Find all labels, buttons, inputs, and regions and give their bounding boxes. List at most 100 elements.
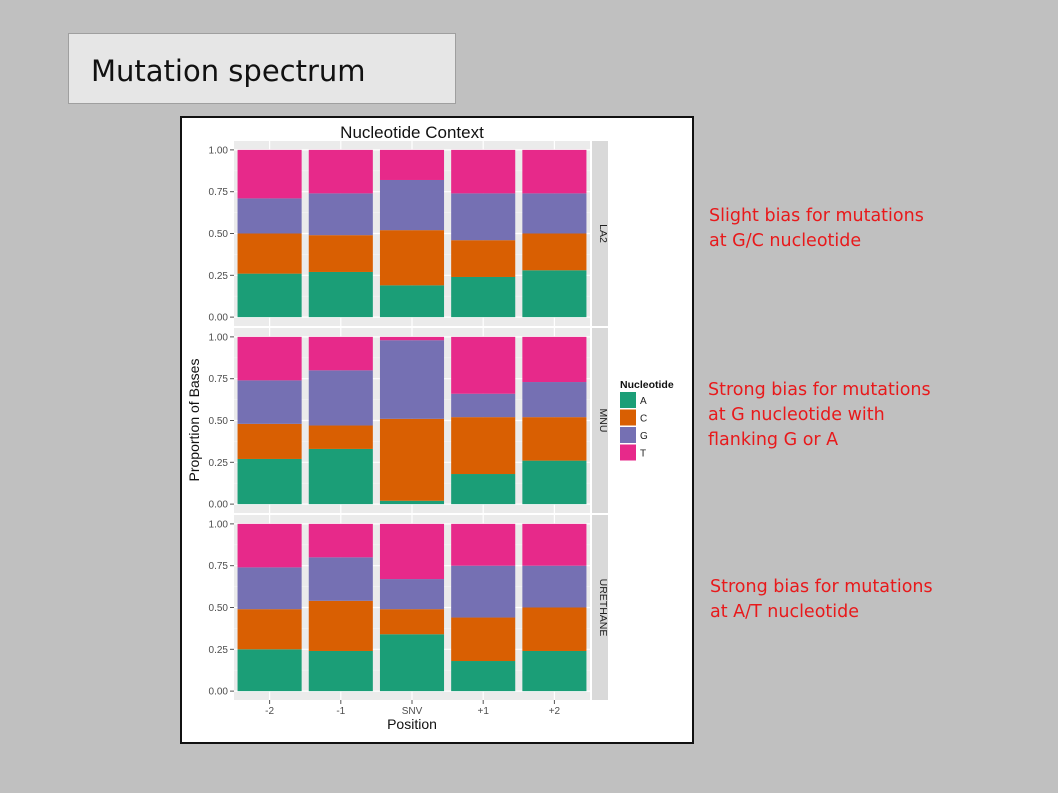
bar-urethane--2-G [237,567,302,610]
bar-la2--1-C [308,235,373,272]
bar-urethane-+1-C [451,617,516,662]
x-tick-label: +2 [549,706,561,717]
facet-strip-la2 [592,141,608,326]
bar-urethane--1-C [308,600,373,651]
bar-mnu--2-C [237,423,302,459]
y-axis-label: Proportion of Bases [186,359,202,482]
y-tick-label: 0.75 [209,374,229,385]
y-tick-label: 1.00 [209,519,229,530]
bar-urethane-+2-G [522,565,587,608]
bar-urethane--1-G [308,557,373,601]
facet-label-urethane: URETHANE [597,579,609,637]
note-urethane: Strong bias for mutations at A/T nucleot… [710,575,933,625]
bar-urethane-+2-A [522,650,587,692]
legend-label-G: G [640,431,648,442]
bar-la2-SNV-G [379,179,445,231]
legend-swatch-A [620,392,636,408]
y-tick-label: 0.00 [209,500,229,511]
facet-strip-mnu [592,328,608,513]
legend-label-C: C [640,414,647,425]
bar-mnu-+1-C [451,417,516,475]
bar-mnu-SNV-A [379,500,445,505]
bar-la2--1-G [308,193,373,236]
y-tick-label: 0.50 [209,229,229,240]
bar-la2-SNV-C [379,230,445,286]
note-urethane-line-2: at A/T nucleotide [710,602,860,622]
bar-urethane-+1-T [451,523,516,566]
y-tick-label: 1.00 [209,332,229,343]
note-mnu-line-3: flanking G or A [708,430,839,450]
y-tick-label: 0.25 [209,645,229,656]
bar-mnu-SNV-C [379,418,445,501]
bar-mnu--2-T [237,336,302,381]
y-tick-label: 0.00 [209,313,229,324]
bar-urethane-SNV-C [379,609,445,635]
note-mnu: Strong bias for mutations at G nucleotid… [708,378,931,453]
bar-mnu-SNV-G [379,340,445,419]
x-tick-label: -2 [265,706,274,717]
slide-title: Mutation spectrum [91,54,366,88]
legend-title: Nucleotide [620,379,674,391]
y-tick-label: 1.00 [209,145,229,156]
bar-urethane--1-A [308,650,373,692]
bar-la2--1-T [308,149,373,194]
bar-mnu-+2-G [522,382,587,418]
bar-urethane--1-T [308,523,373,558]
y-tick-label: 0.00 [209,687,229,698]
bar-la2--1-A [308,271,373,318]
bar-mnu-+1-T [451,336,516,394]
x-tick-label: SNV [402,706,423,717]
bar-la2--2-A [237,273,302,318]
bar-urethane-+2-C [522,607,587,651]
bar-la2-+1-A [451,276,516,318]
bar-la2-+1-C [451,240,516,277]
note-la2-line-2: at G/C nucleotide [709,231,862,251]
bar-la2-+2-G [522,193,587,234]
bar-la2--2-T [237,149,302,199]
bar-urethane-SNV-G [379,579,445,610]
bar-la2-+2-A [522,270,587,318]
note-mnu-line-1: Strong bias for mutations [708,380,931,400]
bar-mnu-+2-T [522,336,587,383]
bar-mnu--1-G [308,370,373,426]
x-tick-label: +1 [477,706,489,717]
bar-mnu-SNV-T [379,336,445,341]
bar-urethane-+1-G [451,565,516,618]
bar-mnu--2-A [237,458,302,505]
bar-la2-+2-T [522,149,587,194]
bar-la2-+1-G [451,193,516,241]
bar-mnu-+2-A [522,460,587,505]
x-tick-label: -1 [336,706,345,717]
y-tick-label: 0.50 [209,603,229,614]
legend-label-T: T [640,449,646,460]
bar-la2-SNV-A [379,285,445,318]
facet-label-mnu: MNU [597,409,609,433]
bar-mnu--1-C [308,425,373,449]
note-urethane-line-1: Strong bias for mutations [710,577,933,597]
y-tick-label: 0.25 [209,271,229,282]
bar-mnu--1-A [308,448,373,505]
bar-la2-+1-T [451,149,516,194]
note-la2-line-1: Slight bias for mutations [709,206,924,226]
legend-label-A: A [640,396,647,407]
bar-mnu-+1-A [451,474,516,505]
bar-mnu-+2-C [522,417,587,461]
x-axis-label: Position [387,716,437,732]
facet-label-la2: LA2 [597,224,609,243]
y-tick-label: 0.50 [209,416,229,427]
legend-swatch-C [620,409,636,426]
bar-urethane--2-A [237,649,302,692]
slide-title-box: Mutation spectrum [68,33,456,104]
bar-la2-SNV-T [379,149,445,180]
chart-title: Nucleotide Context [340,123,484,142]
bar-urethane-SNV-T [379,523,445,580]
facet-strip-urethane [592,515,608,700]
legend-swatch-T [620,444,636,461]
y-tick-label: 0.25 [209,458,229,469]
bar-urethane--2-T [237,523,302,568]
y-tick-label: 0.75 [209,187,229,198]
bar-mnu--1-T [308,336,373,371]
bar-urethane-SNV-A [379,634,445,692]
legend-swatch-G [620,427,636,443]
